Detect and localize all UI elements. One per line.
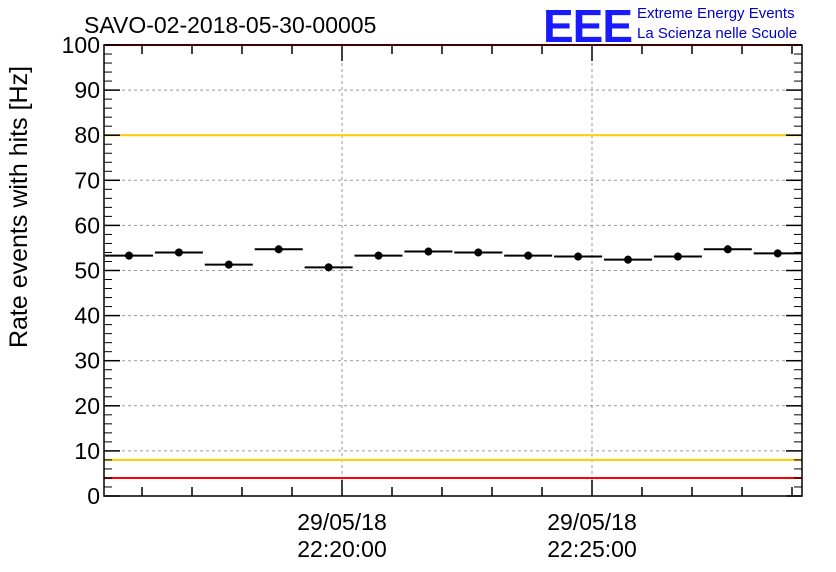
eee-logo: EEE Extreme Energy Events La Scienza nel… (543, 0, 797, 52)
x-tick-label-time: 22:20:00 (297, 536, 387, 562)
data-point (574, 252, 583, 261)
y-tick-label: 90 (74, 77, 100, 103)
data-point (624, 255, 632, 264)
y-tick-label: 50 (74, 258, 100, 284)
grid (104, 45, 802, 496)
data-points (105, 245, 802, 272)
x-tick-label-date: 29/05/18 (297, 509, 387, 535)
data-point (174, 248, 183, 257)
y-tick-label: 20 (74, 393, 100, 419)
y-tick-label: 10 (74, 438, 100, 464)
logo-line-1: Extreme Energy Events (637, 5, 795, 22)
data-point (524, 251, 533, 260)
x-tick-label-time: 22:25:00 (547, 536, 637, 562)
data-point (324, 263, 333, 272)
data-point (274, 245, 283, 254)
y-tick-label: 70 (74, 167, 100, 193)
axes: 010203040506070809010029/05/1822:20:0029… (62, 32, 803, 562)
y-tick-label: 30 (74, 348, 100, 374)
y-tick-label: 100 (62, 32, 100, 58)
data-point (673, 252, 682, 261)
eee-logo-mark: EEE (543, 0, 632, 52)
y-tick-label: 0 (87, 483, 100, 509)
data-point (773, 249, 782, 258)
data-point (125, 251, 133, 260)
data-point (374, 251, 383, 260)
data-point (474, 248, 483, 257)
data-point (424, 247, 433, 256)
y-tick-label: 60 (74, 212, 100, 238)
data-point (224, 260, 233, 269)
chart-title: SAVO-02-2018-05-30-00005 (84, 12, 376, 38)
logo-line-2: La Scienza nelle Scuole (637, 25, 797, 42)
x-tick-label-date: 29/05/18 (547, 509, 637, 535)
y-tick-label: 40 (74, 303, 100, 329)
y-tick-label: 80 (74, 122, 100, 148)
y-axis-label: Rate events with hits [Hz] (5, 66, 33, 348)
data-point (723, 245, 732, 254)
